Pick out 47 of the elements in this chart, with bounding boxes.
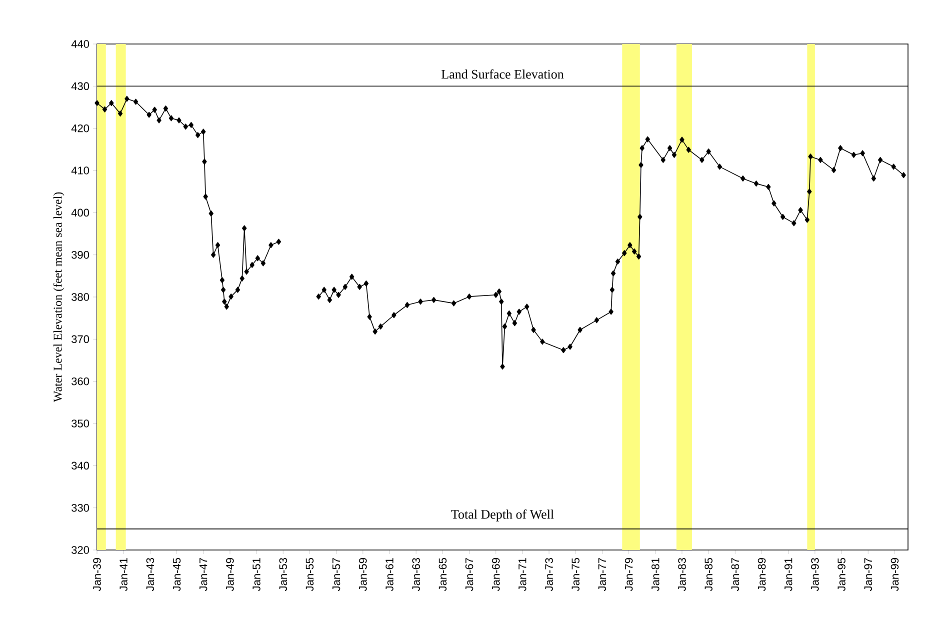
x-tick-label: Jan-95	[838, 558, 846, 591]
x-tick-label: Jan-75	[572, 558, 580, 591]
y-tick-label: 410	[71, 166, 90, 174]
x-tick-label: Jan-89	[758, 558, 766, 591]
y-tick-label: 330	[72, 504, 90, 512]
x-tick-label: Jan-57	[332, 558, 340, 591]
x-tick-label: Jan-71	[518, 558, 526, 591]
y-axis-title: Water Level Elevation (feet mean sea level)	[53, 192, 64, 402]
y-tick-label: 370	[72, 335, 90, 344]
x-tick-label: Jan-81	[652, 558, 660, 591]
x-tick-label: Jan-65	[438, 558, 447, 591]
y-tick-label: 340	[72, 462, 90, 470]
x-tick-label: Jan-77	[598, 558, 606, 591]
x-tick-label: Jan-91	[784, 558, 792, 591]
x-tick-label: Jan-45	[172, 558, 181, 591]
x-tick-label: Jan-41	[120, 558, 128, 591]
y-tick-label: 360	[72, 377, 90, 386]
x-tick-label: Jan-85	[704, 558, 712, 591]
x-tick-label: Jan-93	[811, 558, 819, 591]
x-tick-label: Jan-51	[252, 558, 260, 591]
x-tick-label: Jan-99	[890, 558, 899, 591]
x-tick-label: Jan-43	[146, 558, 154, 591]
x-tick-label: Jan-69	[492, 558, 500, 591]
y-tick-label: 350	[72, 420, 90, 428]
x-tick-label: Jan-63	[412, 558, 420, 591]
x-tick-label: Jan-49	[226, 558, 234, 591]
y-tick-label: 380	[72, 293, 90, 301]
x-tick-label: Jan-87	[731, 558, 740, 591]
x-tick-label: Jan-97	[864, 558, 872, 591]
x-tick-label: Jan-79	[624, 558, 633, 591]
x-tick-label: Jan-55	[306, 558, 314, 591]
x-tick-label: Jan-59	[359, 558, 367, 591]
x-tick-label: Jan-61	[386, 558, 394, 591]
x-tick-label: Jan-47	[200, 558, 208, 591]
x-tick-label: Jan-39	[93, 558, 101, 591]
y-tick-label: 440	[71, 40, 90, 48]
y-tick-label: 320	[72, 546, 90, 554]
y-tick-label: 390	[72, 250, 90, 259]
x-tick-label: Jan-73	[545, 558, 553, 591]
ref-line-label: Total Depth of Well	[451, 509, 554, 522]
y-tick-label: 420	[71, 124, 90, 132]
y-tick-label: 400	[71, 208, 90, 217]
ref-line-label: Land Surface Elevation	[442, 69, 564, 79]
x-tick-label: Jan-67	[465, 558, 474, 591]
x-tick-label: Jan-53	[279, 558, 288, 591]
y-tick-label: 430	[71, 82, 90, 90]
x-tick-label: Jan-83	[678, 558, 686, 591]
